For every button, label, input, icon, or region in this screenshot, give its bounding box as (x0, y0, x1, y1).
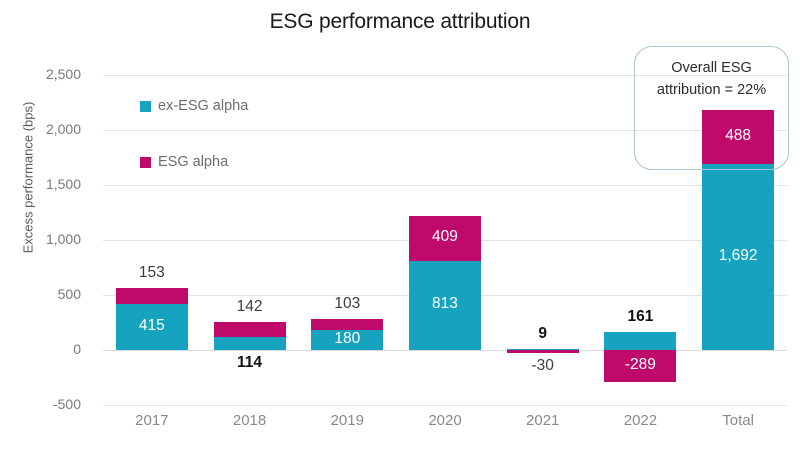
bar-segment-esg-alpha-2019[interactable] (311, 318, 384, 331)
bar-value-label-esg-alpha-total: 488 (725, 127, 752, 145)
bar-segment-esg-alpha-2021[interactable] (506, 350, 579, 354)
y-tick-label-2000: 2,000 (45, 121, 81, 137)
bar-value-label-ex-esg-alpha-total: 1,692 (718, 246, 758, 264)
bar-group-2018: 114 142 (201, 75, 299, 405)
bar-segment-esg-alpha-2020[interactable] (408, 215, 481, 261)
bar-value-label-ex-esg-alpha-2018: 114 (237, 354, 263, 371)
legend-label-esg-alpha: ESG alpha (158, 154, 229, 170)
x-tick-label-2021: 2021 (526, 412, 560, 429)
bar-group-2020: 813 409 (396, 75, 494, 405)
y-tick-label--500: -500 (52, 396, 81, 412)
overall-esg-attribution-callout-text: Overall ESG attribution = 22% (636, 58, 787, 102)
bar-value-label-ex-esg-alpha-2020: 813 (432, 295, 458, 313)
bar-segment-ex-esg-alpha-2019[interactable] (311, 330, 384, 350)
chart-legend: ex-ESG alpha ESG alpha (140, 98, 248, 210)
gridline--500 (103, 405, 787, 406)
bar-group-2017: 415 153 (103, 75, 201, 405)
gridline-2500 (103, 75, 787, 76)
bar-group-total: 1,692 488 (689, 75, 787, 405)
bar-value-label-esg-alpha-2020: 409 (432, 228, 458, 246)
x-tick-label-2020: 2020 (428, 412, 462, 429)
bar-segment-esg-alpha-total[interactable] (702, 110, 775, 164)
bar-segment-ex-esg-alpha-2017[interactable] (115, 304, 188, 350)
bar-segment-ex-esg-alpha-2018[interactable] (213, 337, 286, 350)
bar-segment-ex-esg-alpha-2020[interactable] (408, 260, 481, 350)
y-tick-label-0: 0 (73, 341, 81, 357)
bar-value-label-esg-alpha-2018: 142 (236, 297, 263, 315)
bar-segment-ex-esg-alpha-2022[interactable] (604, 332, 677, 350)
bar-segment-esg-alpha-2022[interactable] (604, 350, 677, 382)
bar-segment-ex-esg-alpha-total[interactable] (702, 163, 775, 350)
plot-area: 2,500 2,000 1,500 1,000 500 0 -500 415 153 114 142… (46, 66, 787, 412)
bar-group-2019: 180 103 (298, 75, 396, 405)
y-tick-label-1000: 1,000 (45, 231, 81, 247)
bar-value-label-esg-alpha-2017: 153 (138, 263, 165, 281)
callout-line-1: Overall ESG (671, 60, 752, 76)
callout-line-2: attribution = 22% (656, 81, 767, 98)
gridline-2000 (103, 130, 787, 131)
y-tick-label-500: 500 (57, 286, 81, 302)
x-tick-label-total: Total (722, 412, 754, 429)
bar-value-label-esg-alpha-2022: -289 (624, 355, 656, 373)
bar-segment-esg-alpha-2017[interactable] (115, 287, 188, 305)
bar-value-label-ex-esg-alpha-2021: 9 (538, 325, 547, 342)
y-tick-label-1500: 1,500 (45, 176, 81, 192)
gridline-1500 (103, 185, 787, 186)
legend-item-ex-esg-alpha[interactable]: ex-ESG alpha (140, 98, 248, 114)
gridline-0 (103, 350, 787, 351)
x-tick-label-2019: 2019 (330, 412, 364, 429)
bar-value-label-esg-alpha-2021: -30 (531, 357, 554, 375)
legend-item-esg-alpha[interactable]: ESG alpha (140, 154, 248, 170)
x-tick-label-2022: 2022 (623, 412, 658, 429)
x-tick-label-2017: 2017 (135, 412, 169, 429)
x-axis-labels: 2017 2018 2019 2020 2021 2022 Total (103, 412, 787, 442)
bar-value-label-ex-esg-alpha-2022: 161 (627, 308, 654, 326)
bar-value-label-ex-esg-alpha-2019: 180 (334, 330, 361, 348)
x-tick-label-2018: 2018 (232, 412, 267, 429)
legend-swatch-ex-esg-alpha (140, 100, 151, 112)
chart-title: ESG performance attribution (269, 10, 531, 33)
legend-label-ex-esg-alpha: ex-ESG alpha (158, 98, 249, 114)
bar-value-label-esg-alpha-2019: 103 (334, 294, 361, 312)
y-tick-label-2500: 2,500 (45, 66, 81, 82)
bar-value-label-ex-esg-alpha-2017: 415 (138, 317, 165, 335)
bar-group-2022: 161 -289 (592, 75, 690, 405)
bar-segment-esg-alpha-2018[interactable] (213, 321, 286, 338)
bar-group-2021: 9 -30 (494, 75, 592, 405)
legend-swatch-esg-alpha (140, 156, 151, 168)
